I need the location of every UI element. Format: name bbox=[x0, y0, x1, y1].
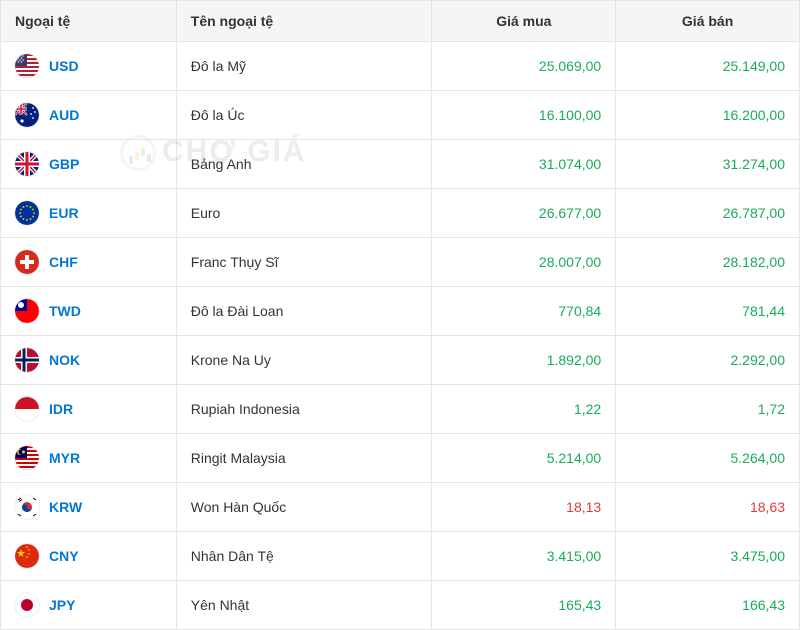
my-flag-icon bbox=[15, 446, 39, 470]
table-row: NOK Krone Na Uy1.892,002.292,00 bbox=[1, 336, 800, 385]
au-flag-icon bbox=[15, 103, 39, 127]
currency-code[interactable]: JPY bbox=[49, 597, 75, 613]
sell-price: 28.182,00 bbox=[616, 238, 800, 287]
col-name: Tên ngoại tệ bbox=[176, 1, 432, 42]
id-flag-icon bbox=[15, 397, 39, 421]
currency-name: Yên Nhật bbox=[176, 581, 432, 630]
sell-price: 31.274,00 bbox=[616, 140, 800, 189]
cn-flag-icon bbox=[15, 544, 39, 568]
us-flag-icon bbox=[15, 54, 39, 78]
table-row: GBP Bảng Anh31.074,0031.274,00 bbox=[1, 140, 800, 189]
buy-price: 5.214,00 bbox=[432, 434, 616, 483]
kr-flag-icon bbox=[15, 495, 39, 519]
currency-name: Đô la Úc bbox=[176, 91, 432, 140]
buy-price: 18,13 bbox=[432, 483, 616, 532]
currency-cell[interactable]: CNY bbox=[1, 532, 177, 581]
table-row: CNY Nhân Dân Tệ3.415,003.475,00 bbox=[1, 532, 800, 581]
sell-price: 1,72 bbox=[616, 385, 800, 434]
no-flag-icon bbox=[15, 348, 39, 372]
currency-name: Đô la Đài Loan bbox=[176, 287, 432, 336]
currency-code[interactable]: NOK bbox=[49, 352, 80, 368]
table-row: USD Đô la Mỹ25.069,0025.149,00 bbox=[1, 42, 800, 91]
currency-cell[interactable]: MYR bbox=[1, 434, 177, 483]
sell-price: 18,63 bbox=[616, 483, 800, 532]
tw-flag-icon bbox=[15, 299, 39, 323]
currency-cell[interactable]: KRW bbox=[1, 483, 177, 532]
buy-price: 3.415,00 bbox=[432, 532, 616, 581]
currency-name: Ringit Malaysia bbox=[176, 434, 432, 483]
currency-name: Đô la Mỹ bbox=[176, 42, 432, 91]
currency-name: Franc Thụy Sĩ bbox=[176, 238, 432, 287]
sell-price: 26.787,00 bbox=[616, 189, 800, 238]
currency-name: Bảng Anh bbox=[176, 140, 432, 189]
table-header-row: Ngoại tệ Tên ngoại tệ Giá mua Giá bán bbox=[1, 1, 800, 42]
table-row: EUR Euro26.677,0026.787,00 bbox=[1, 189, 800, 238]
buy-price: 770,84 bbox=[432, 287, 616, 336]
buy-price: 25.069,00 bbox=[432, 42, 616, 91]
currency-code[interactable]: CNY bbox=[49, 548, 79, 564]
col-sell: Giá bán bbox=[616, 1, 800, 42]
sell-price: 166,43 bbox=[616, 581, 800, 630]
currency-code[interactable]: IDR bbox=[49, 401, 73, 417]
col-buy: Giá mua bbox=[432, 1, 616, 42]
currency-code[interactable]: USD bbox=[49, 58, 79, 74]
currency-cell[interactable]: GBP bbox=[1, 140, 177, 189]
currency-code[interactable]: GBP bbox=[49, 156, 79, 172]
buy-price: 26.677,00 bbox=[432, 189, 616, 238]
buy-price: 165,43 bbox=[432, 581, 616, 630]
sell-price: 2.292,00 bbox=[616, 336, 800, 385]
currency-cell[interactable]: CHF bbox=[1, 238, 177, 287]
currency-code[interactable]: EUR bbox=[49, 205, 79, 221]
eu-flag-icon bbox=[15, 201, 39, 225]
table-row: TWD Đô la Đài Loan770,84781,44 bbox=[1, 287, 800, 336]
ch-flag-icon bbox=[15, 250, 39, 274]
table-row: IDR Rupiah Indonesia1,221,72 bbox=[1, 385, 800, 434]
table-row: KRW Won Hàn Quốc18,1318,63 bbox=[1, 483, 800, 532]
currency-cell[interactable]: NOK bbox=[1, 336, 177, 385]
currency-code[interactable]: CHF bbox=[49, 254, 78, 270]
buy-price: 28.007,00 bbox=[432, 238, 616, 287]
currency-cell[interactable]: USD bbox=[1, 42, 177, 91]
gb-flag-icon bbox=[15, 152, 39, 176]
buy-price: 1,22 bbox=[432, 385, 616, 434]
buy-price: 31.074,00 bbox=[432, 140, 616, 189]
currency-code[interactable]: AUD bbox=[49, 107, 79, 123]
jp-flag-icon bbox=[15, 593, 39, 617]
currency-cell[interactable]: AUD bbox=[1, 91, 177, 140]
table-row: AUD Đô la Úc16.100,0016.200,00 bbox=[1, 91, 800, 140]
sell-price: 16.200,00 bbox=[616, 91, 800, 140]
currency-code[interactable]: TWD bbox=[49, 303, 81, 319]
col-currency: Ngoại tệ bbox=[1, 1, 177, 42]
table-row: MYR Ringit Malaysia5.214,005.264,00 bbox=[1, 434, 800, 483]
currency-code[interactable]: MYR bbox=[49, 450, 80, 466]
currency-code[interactable]: KRW bbox=[49, 499, 82, 515]
currency-cell[interactable]: EUR bbox=[1, 189, 177, 238]
table-row: CHF Franc Thụy Sĩ28.007,0028.182,00 bbox=[1, 238, 800, 287]
currency-name: Won Hàn Quốc bbox=[176, 483, 432, 532]
sell-price: 781,44 bbox=[616, 287, 800, 336]
currency-cell[interactable]: IDR bbox=[1, 385, 177, 434]
currency-name: Nhân Dân Tệ bbox=[176, 532, 432, 581]
sell-price: 25.149,00 bbox=[616, 42, 800, 91]
currency-cell[interactable]: TWD bbox=[1, 287, 177, 336]
buy-price: 1.892,00 bbox=[432, 336, 616, 385]
currency-name: Krone Na Uy bbox=[176, 336, 432, 385]
exchange-rate-table: Ngoại tệ Tên ngoại tệ Giá mua Giá bán US… bbox=[0, 0, 800, 630]
buy-price: 16.100,00 bbox=[432, 91, 616, 140]
currency-name: Rupiah Indonesia bbox=[176, 385, 432, 434]
sell-price: 3.475,00 bbox=[616, 532, 800, 581]
table-row: JPY Yên Nhật165,43166,43 bbox=[1, 581, 800, 630]
currency-cell[interactable]: JPY bbox=[1, 581, 177, 630]
sell-price: 5.264,00 bbox=[616, 434, 800, 483]
currency-name: Euro bbox=[176, 189, 432, 238]
